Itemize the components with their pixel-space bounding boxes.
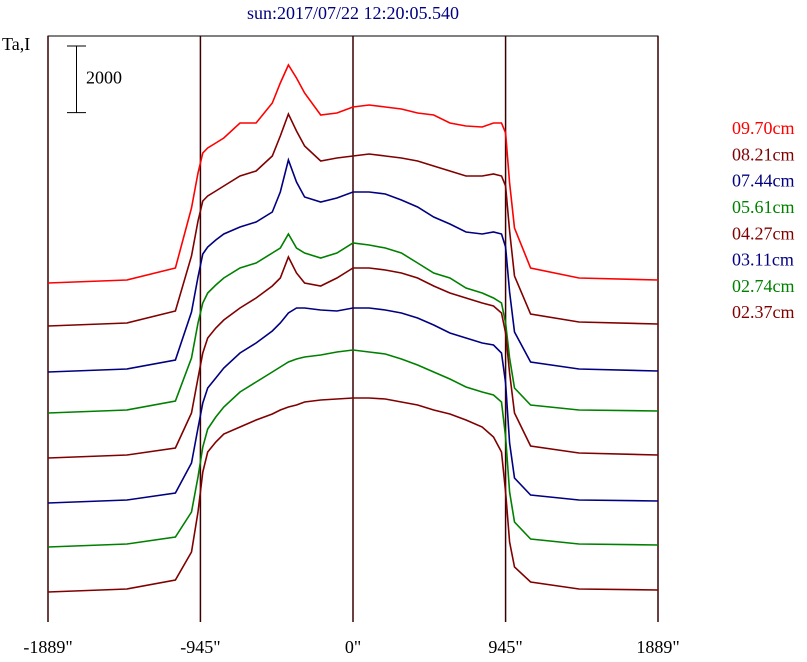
legend-label: 03.11cm bbox=[732, 250, 794, 270]
x-tick-label: 945" bbox=[488, 637, 522, 657]
series-line bbox=[47, 232, 659, 414]
x-tick-label: 1889" bbox=[636, 637, 679, 657]
scale-bar bbox=[67, 45, 86, 114]
legend-label: 09.70cm bbox=[732, 118, 795, 138]
legend-label: 02.74cm bbox=[732, 276, 795, 296]
legend-label: 05.61cm bbox=[732, 197, 795, 217]
series-line bbox=[47, 157, 659, 373]
legend-label: 02.37cm bbox=[732, 302, 795, 322]
chart-title: sun:2017/07/22 12:20:05.540 bbox=[247, 3, 459, 23]
series-line bbox=[47, 111, 659, 327]
series-line bbox=[47, 397, 659, 593]
series-line bbox=[47, 307, 659, 504]
series-line bbox=[47, 349, 659, 548]
x-tick-label: -945" bbox=[180, 637, 220, 657]
x-tick-label: 0" bbox=[345, 637, 361, 657]
legend-label: 07.44cm bbox=[732, 171, 795, 191]
legend-label: 04.27cm bbox=[732, 223, 795, 243]
series-line bbox=[47, 63, 659, 284]
y-axis-label: Ta,I bbox=[2, 34, 30, 54]
scale-bar-label: 2000 bbox=[86, 67, 122, 87]
legend-label: 08.21cm bbox=[732, 144, 795, 164]
series-line bbox=[47, 255, 659, 459]
x-tick-label: -1889" bbox=[23, 637, 72, 657]
